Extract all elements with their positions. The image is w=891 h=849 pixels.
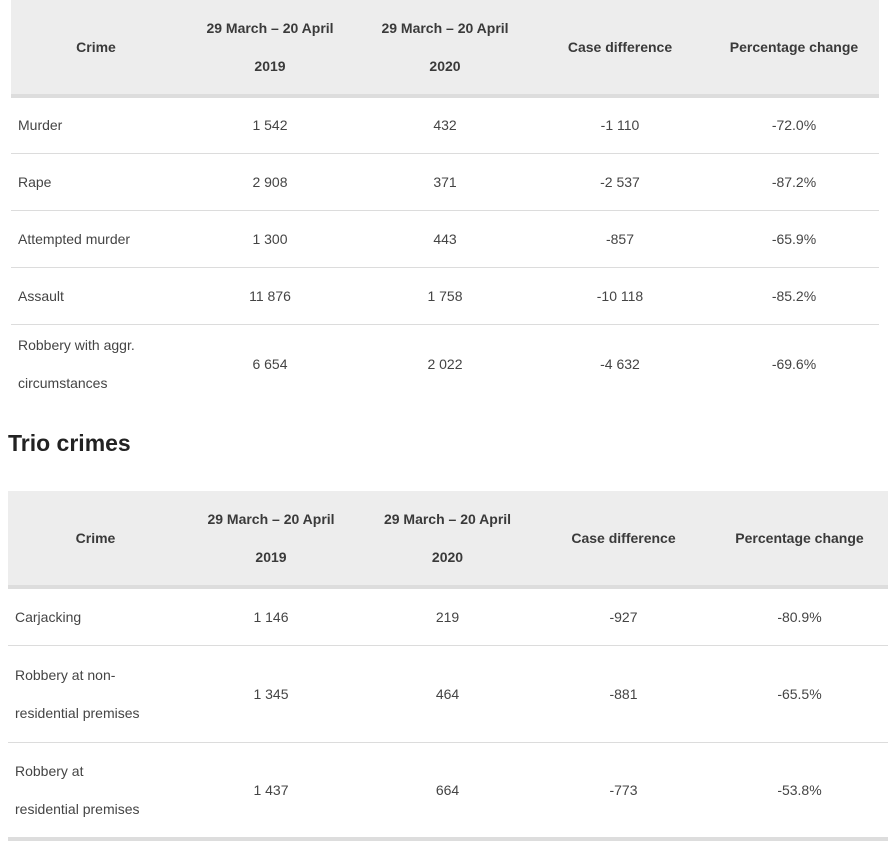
value-2019: 1 300 — [252, 230, 288, 247]
header-2019-year: 2019 — [255, 549, 287, 565]
value-2019: 1 146 — [253, 608, 289, 625]
value-2019: 1 542 — [252, 117, 288, 134]
header-2019-period: 29 March – 20 April — [207, 511, 335, 527]
crime-name: Robbery with aggr. circumstances — [11, 324, 181, 404]
percentage-change: -69.6% — [771, 356, 817, 373]
table-header-row: Crime 29 March – 20 April 2019 29 March … — [11, 0, 879, 96]
header-2020-year: 2020 — [429, 58, 461, 74]
table-row: Rape 2 908 371 -2 537 -87.2% — [11, 153, 879, 210]
header-2020-period: 29 March – 20 April — [381, 20, 509, 36]
case-difference: -4 632 — [600, 356, 640, 373]
crime-name: Carjacking — [15, 608, 82, 625]
header-percentage-change: Percentage change — [735, 530, 864, 546]
value-2020: 2 022 — [427, 356, 463, 373]
crime-name: Robbery at non- residential premises — [8, 645, 183, 742]
crime-name: Robbery at residential premises — [8, 742, 183, 839]
value-2020: 371 — [433, 173, 457, 190]
header-2019: 29 March – 20 April 2019 — [183, 491, 359, 587]
crime-name-line2: residential premises — [15, 704, 140, 721]
header-crime: Crime — [76, 39, 116, 55]
case-difference: -10 118 — [596, 287, 644, 304]
case-difference: -857 — [605, 230, 635, 247]
case-difference: -1 110 — [600, 117, 640, 134]
header-2019: 29 March – 20 April 2019 — [181, 0, 359, 96]
header-case-difference: Case difference — [571, 530, 676, 546]
percentage-change: -72.0% — [771, 117, 817, 134]
value-2020: 443 — [433, 230, 457, 247]
header-2019-year: 2019 — [254, 58, 286, 74]
table-row: Robbery at residential premises 1 437 66… — [8, 742, 888, 839]
case-difference: -927 — [609, 608, 638, 625]
crime-name-line1: Robbery at — [15, 762, 84, 779]
trio-crimes-table: Crime 29 March – 20 April 2019 29 March … — [8, 491, 888, 841]
table-header-row: Crime 29 March – 20 April 2019 29 March … — [8, 491, 888, 587]
section-title: Trio crimes — [8, 430, 131, 456]
crime-name: Assault — [18, 287, 64, 304]
percentage-change: -87.2% — [771, 173, 817, 190]
header-2020-year: 2020 — [431, 549, 464, 565]
table-row: Attempted murder 1 300 443 -857 -65.9% — [11, 210, 879, 267]
percentage-change: -65.9% — [771, 230, 817, 247]
value-2019: 1 437 — [253, 781, 289, 798]
table-row: Robbery at non- residential premises 1 3… — [8, 645, 888, 742]
header-2020: 29 March – 20 April 2020 — [359, 0, 531, 96]
value-2020: 432 — [433, 117, 457, 134]
crime-name: Murder — [18, 117, 63, 134]
header-2020-period: 29 March – 20 April — [383, 511, 512, 527]
crime-name: Attempted murder — [18, 230, 131, 247]
percentage-change: -53.8% — [777, 781, 822, 798]
crime-name-line2: circumstances — [18, 375, 108, 392]
table-row: Murder 1 542 432 -1 110 -72.0% — [11, 96, 879, 153]
value-2019: 1 345 — [253, 685, 289, 702]
case-difference: -881 — [609, 685, 638, 702]
crime-name-line1: Robbery at non- — [15, 666, 116, 683]
header-2019-period: 29 March – 20 April — [206, 20, 334, 36]
table-row: Carjacking 1 146 219 -927 -80.9% — [8, 587, 888, 645]
header-2020: 29 March – 20 April 2020 — [359, 491, 536, 587]
crime-name-line1: Robbery with aggr. — [18, 337, 135, 354]
value-2020: 664 — [435, 781, 460, 798]
table-row: Robbery with aggr. circumstances 6 654 2… — [11, 324, 879, 404]
percentage-change: -80.9% — [777, 608, 822, 625]
percentage-change: -65.5% — [777, 685, 822, 702]
crime-statistics-table: Crime 29 March – 20 April 2019 29 March … — [11, 0, 879, 404]
crime-name: Rape — [18, 173, 52, 190]
value-2019: 11 876 — [249, 287, 291, 304]
case-difference: -2 537 — [600, 173, 640, 190]
value-2020: 1 758 — [427, 287, 463, 304]
value-2019: 2 908 — [252, 173, 288, 190]
header-crime: Crime — [75, 530, 116, 546]
table-row: Assault 11 876 1 758 -10 118 -85.2% — [11, 267, 879, 324]
header-percentage-change: Percentage change — [729, 39, 859, 55]
crime-name-line2: residential premises — [15, 800, 140, 817]
value-2020: 464 — [435, 685, 460, 702]
case-difference: -773 — [609, 781, 638, 798]
percentage-change: -85.2% — [771, 287, 817, 304]
value-2019: 6 654 — [252, 356, 288, 373]
value-2020: 219 — [435, 608, 460, 625]
header-case-difference: Case difference — [567, 39, 673, 55]
